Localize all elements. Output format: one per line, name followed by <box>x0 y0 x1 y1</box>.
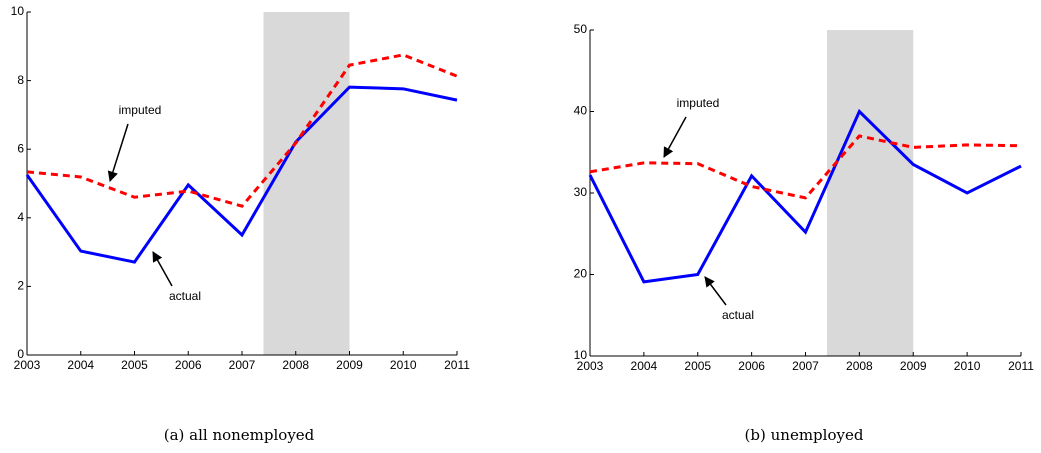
annotation-arrow <box>107 123 129 183</box>
x-tick-label: 2010 <box>954 359 981 373</box>
y-tick-label: 2 <box>17 279 24 293</box>
series-line <box>25 85 458 264</box>
x-tick-label: 2008 <box>846 359 873 373</box>
annotation-arrow <box>152 251 173 287</box>
annotation: imputed <box>677 96 720 110</box>
recession-shade <box>827 30 914 356</box>
y-tick-label: 4 <box>17 210 24 224</box>
y-tick-label: 50 <box>574 22 588 36</box>
x-tick-label: 2011 <box>444 358 470 372</box>
series-line <box>26 53 458 208</box>
x-tick-label: 2009 <box>336 358 363 372</box>
x-tick-label: 2006 <box>738 359 765 373</box>
x-tick-label: 2007 <box>792 359 819 373</box>
x-tick-label: 2009 <box>900 359 927 373</box>
y-tick-label: 8 <box>17 73 24 87</box>
y-tick-label: 0 <box>17 347 24 361</box>
annotation-arrow <box>663 116 687 158</box>
x-tick-label: 2004 <box>67 358 94 372</box>
series-line <box>589 134 1022 200</box>
x-tick-label: 2010 <box>390 358 417 372</box>
annotation: actual <box>722 308 754 322</box>
y-tick-label: 6 <box>17 141 24 155</box>
x-tick-label: 2011 <box>1008 359 1034 373</box>
recession-shade <box>263 12 350 355</box>
x-tick-label: 2003 <box>14 358 41 372</box>
series-line <box>588 108 1022 284</box>
annotation: actual <box>169 289 201 303</box>
y-tick-label: 10 <box>574 348 588 362</box>
x-tick-label: 2007 <box>229 358 256 372</box>
annotation: imputed <box>119 103 162 117</box>
x-tick-label: 2005 <box>121 358 148 372</box>
x-tick-label: 2005 <box>684 359 711 373</box>
x-tick-label: 2003 <box>577 359 604 373</box>
annotation-arrow <box>704 276 727 306</box>
y-tick-label: 10 <box>11 4 25 18</box>
caption: (b) unemployed <box>745 426 864 444</box>
x-tick-label: 2006 <box>175 358 202 372</box>
y-tick-label: 20 <box>574 267 588 281</box>
x-tick-label: 2004 <box>631 359 658 373</box>
y-tick-label: 30 <box>574 185 588 199</box>
caption: (a) all nonemployed <box>164 426 315 444</box>
y-tick-label: 40 <box>574 104 588 118</box>
x-tick-label: 2008 <box>282 358 309 372</box>
